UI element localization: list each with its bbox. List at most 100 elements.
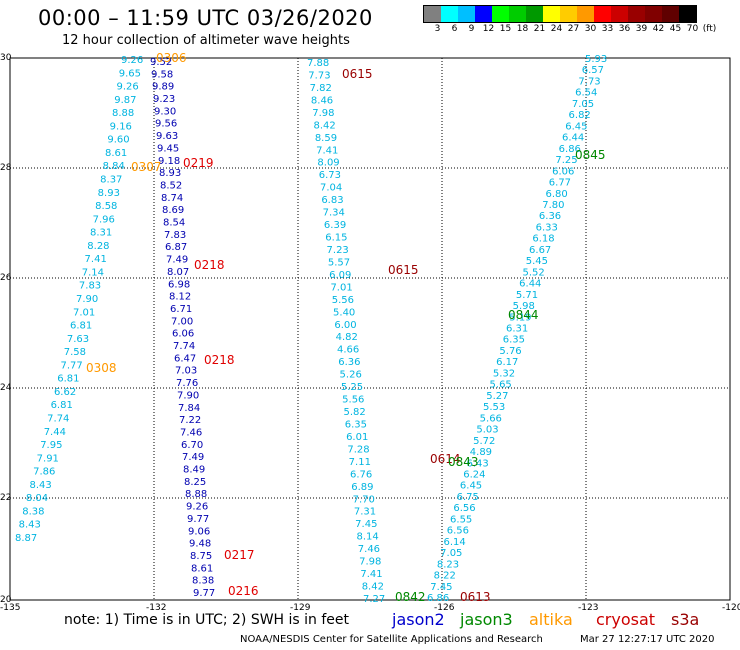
- wave-height-value: 5.56: [332, 295, 354, 306]
- wave-height-value: 5.82: [343, 407, 365, 418]
- scale-label: 18: [516, 24, 529, 34]
- wave-height-value: 9.52: [150, 57, 172, 68]
- pass-time-label: 0217: [224, 548, 255, 562]
- scale-label: 36: [618, 24, 631, 34]
- wave-height-value: 6.00: [334, 320, 356, 331]
- wave-height-value: 6.01: [346, 432, 368, 443]
- wave-height-value: 9.16: [110, 121, 132, 132]
- wave-height-value: 7.73: [578, 76, 600, 87]
- wave-height-value: 7.96: [93, 214, 115, 225]
- wave-height-value: 6.75: [457, 492, 479, 503]
- scale-swatch: [594, 6, 611, 22]
- legend-jason2: jason2: [392, 610, 445, 629]
- wave-height-value: 7.46: [358, 544, 380, 555]
- scale-label: 15: [499, 24, 512, 34]
- wave-height-value: 9.87: [114, 95, 136, 106]
- wave-height-value: 9.26: [121, 55, 143, 66]
- wave-height-value: 6.62: [54, 387, 76, 398]
- wave-height-value: 7.86: [33, 467, 55, 478]
- wave-height-value: 5.52: [522, 267, 544, 278]
- wave-height-value: 9.45: [157, 143, 179, 154]
- wave-height-value: 7.27: [363, 594, 385, 605]
- note-text: note: 1) Time is in UTC; 2) SWH is in fe…: [64, 612, 350, 628]
- wave-height-value: 6.35: [503, 335, 525, 346]
- wave-height-value: 7.77: [61, 360, 83, 371]
- wave-height-value: 7.83: [79, 281, 101, 292]
- wave-height-value: 7.74: [47, 414, 69, 425]
- wave-height-value: 8.49: [183, 465, 205, 476]
- pass-time-label: 0615: [342, 67, 373, 81]
- wave-height-value: 7.84: [178, 403, 200, 414]
- wave-height-value: 6.47: [174, 353, 196, 364]
- wave-height-value: 5.27: [486, 391, 508, 402]
- wave-height-value: 6.98: [168, 279, 190, 290]
- wave-height-value: 6.86: [559, 144, 581, 155]
- wave-height-value: 8.46: [311, 95, 333, 106]
- wave-height-value: 7.76: [176, 378, 198, 389]
- wave-height-value: 8.69: [162, 205, 184, 216]
- scale-label: (ft): [702, 24, 717, 34]
- wave-height-value: 6.67: [529, 245, 551, 256]
- wave-height-value: 9.60: [107, 135, 129, 146]
- scale-label: 9: [468, 24, 475, 34]
- pass-time-label: 0613: [460, 590, 491, 604]
- wave-height-value: 7.83: [164, 230, 186, 241]
- legend-s3a: s3a: [671, 610, 700, 629]
- wave-height-value: 7.95: [40, 440, 62, 451]
- scale-swatch: [458, 6, 475, 22]
- wave-height-value: 8.22: [434, 571, 456, 582]
- y-tick-label: 24: [0, 383, 12, 393]
- wave-height-value: 6.56: [453, 503, 475, 514]
- wave-height-value: 8.88: [112, 108, 134, 119]
- wave-height-value: 7.44: [44, 427, 66, 438]
- wave-height-value: 7.14: [82, 267, 104, 278]
- wave-height-value: 7.63: [67, 334, 89, 345]
- scale-label: 42: [652, 24, 665, 34]
- wave-height-value: 7.28: [347, 444, 369, 455]
- wave-height-value: 7.01: [330, 282, 352, 293]
- wave-height-value: 7.23: [327, 245, 349, 256]
- wave-height-value: 6.81: [51, 400, 73, 411]
- x-tick-label: -135: [0, 603, 20, 610]
- scale-swatch: [560, 6, 577, 22]
- wave-height-value: 6.06: [172, 329, 194, 340]
- wave-height-value: 8.23: [437, 559, 459, 570]
- wave-height-value: 9.65: [119, 68, 141, 79]
- wave-height-value: 6.14: [443, 537, 465, 548]
- wave-height-value: 7.01: [73, 307, 95, 318]
- wave-height-value: 5.93: [585, 54, 607, 65]
- wave-height-value: 7.31: [354, 507, 376, 518]
- wave-height-value: 7.34: [323, 208, 345, 219]
- pass-time-label: 0308: [86, 361, 117, 375]
- wave-height-value: 8.37: [100, 175, 122, 186]
- wave-height-value: 7.98: [359, 557, 381, 568]
- wave-height-value: 8.42: [362, 582, 384, 593]
- wave-height-value: 6.33: [536, 222, 558, 233]
- wave-height-value: 6.73: [319, 170, 341, 181]
- wave-height-value: 8.93: [98, 188, 120, 199]
- wave-height-value: 6.17: [496, 357, 518, 368]
- wave-height-value: 4.82: [336, 332, 358, 343]
- scale-swatch: [662, 6, 679, 22]
- wave-height-value: 6.06: [552, 166, 574, 177]
- pass-time-label: 0216: [228, 584, 259, 598]
- wave-height-value: 9.48: [189, 539, 211, 550]
- wave-height-value: 6.70: [181, 440, 203, 451]
- y-tick-label: 30: [0, 53, 12, 63]
- legend-jason3: jason3: [460, 610, 513, 629]
- wave-height-value: 8.61: [191, 563, 213, 574]
- scale-swatch: [492, 6, 509, 22]
- wave-height-value: 8.43: [30, 480, 52, 491]
- wave-height-value: 9.06: [188, 526, 210, 537]
- wave-height-value: 8.12: [169, 292, 191, 303]
- wave-height-value: 6.15: [325, 233, 347, 244]
- wave-height-value: 8.93: [159, 168, 181, 179]
- wave-height-value: 4.89: [470, 447, 492, 458]
- wave-height-value: 6.83: [321, 195, 343, 206]
- wave-height-value: 7.41: [360, 569, 382, 580]
- wave-height-value: 8.87: [15, 533, 37, 544]
- pass-time-label: 0842: [395, 590, 426, 604]
- scale-swatch: [509, 6, 526, 22]
- x-tick-label: -126: [434, 603, 455, 610]
- scale-swatch: [475, 6, 492, 22]
